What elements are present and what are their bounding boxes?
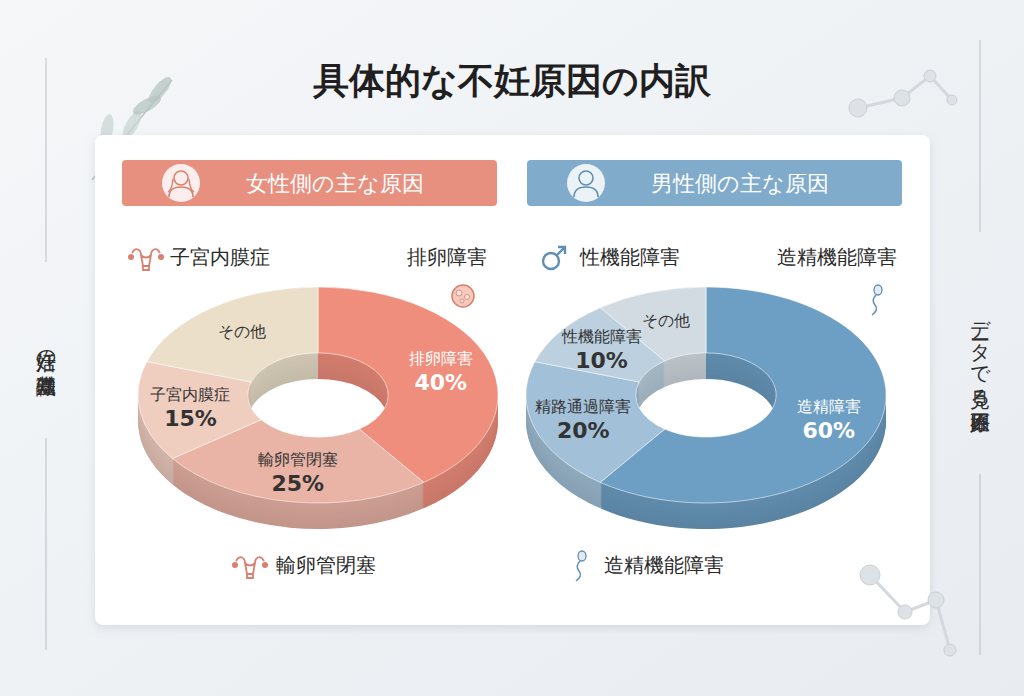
slice-labels: 排卵障害 40% 輸卵管閉塞 25% 子宮内膜症 15% その他 xyxy=(150,322,472,495)
molecule-atom xyxy=(944,644,956,656)
icon-ovary xyxy=(452,285,474,307)
annotation-icon xyxy=(543,247,565,269)
icon-sperm-head xyxy=(578,551,586,561)
slice-label: その他 xyxy=(218,322,266,341)
icon-body xyxy=(574,187,598,197)
side-rule xyxy=(46,58,47,262)
annotation: 排卵障害 xyxy=(407,245,487,269)
slice xyxy=(600,287,886,503)
annotation-icon xyxy=(128,249,164,270)
donut xyxy=(526,287,886,529)
background xyxy=(0,0,1024,696)
annotation: 性機能障害 xyxy=(579,245,680,269)
icon-hair xyxy=(168,179,194,192)
panel-header xyxy=(527,160,902,206)
slice xyxy=(147,287,318,382)
annotation-icon xyxy=(872,285,882,315)
icon-follicle xyxy=(465,295,470,300)
molecule-atom xyxy=(894,90,910,106)
data-label: 20% xyxy=(557,418,610,443)
icon-follicle xyxy=(456,290,462,296)
leaf xyxy=(145,74,175,106)
panel-header-icon-bg xyxy=(567,164,605,202)
molecule-bottom xyxy=(860,565,956,656)
slice-label: その他 xyxy=(642,311,690,330)
plot-area xyxy=(138,287,498,529)
molecule-atom xyxy=(947,95,957,105)
slice-label: 輸卵管閉塞 xyxy=(258,450,338,469)
data-label: 25% xyxy=(271,471,324,496)
slice xyxy=(526,362,665,483)
chart: 男性側の主な原因造精障害60%精路通過障害20%性機能障害10%その他性機能障害… xyxy=(526,160,902,581)
icon-head xyxy=(174,171,188,185)
molecule-top xyxy=(849,70,957,117)
panel-icon xyxy=(574,171,598,197)
donut xyxy=(138,287,498,529)
panel-title: 男性側の主な原因 xyxy=(651,171,829,196)
annotation: 造精機能障害 xyxy=(604,553,724,577)
icon-male-arrow xyxy=(557,247,565,255)
data-label: 60% xyxy=(802,418,855,443)
side-rule xyxy=(980,474,981,655)
icon-sperm-head xyxy=(874,285,882,295)
molecule-atom xyxy=(928,592,944,608)
molecule-atom xyxy=(849,99,867,117)
panel-header-icon-bg xyxy=(162,164,200,202)
side-rule xyxy=(980,40,981,232)
infographic: 具体的な不妊原因の内訳妊活の基礎知識 データで見る不妊原因 女性側の主な原因排卵障害… xyxy=(0,0,1024,696)
data-label: 15% xyxy=(164,406,217,431)
slice-label: 精路通過障害 xyxy=(535,397,631,416)
slice-label: 性機能障害 xyxy=(561,327,642,346)
annotation-icon xyxy=(232,557,268,578)
slice-labels: 造精障害 60% 精路通過障害 20% 性機能障害 10% その他 xyxy=(535,311,861,443)
side-note: データで見る不妊原因 xyxy=(968,306,992,433)
icon-ovary xyxy=(128,254,134,260)
card xyxy=(95,135,930,625)
molecule-atom xyxy=(924,70,936,82)
icon-uterus xyxy=(236,557,264,578)
icon-sperm-tail xyxy=(872,295,876,315)
icon-uterus xyxy=(132,249,160,270)
icon-sperm-tail xyxy=(576,561,580,581)
icon-ovary xyxy=(262,562,268,568)
data-label: 10% xyxy=(575,348,628,373)
annotation: 子宮内膜症 xyxy=(170,245,270,269)
icon-male-ring xyxy=(543,253,559,269)
data-label: 40% xyxy=(414,370,467,395)
icon-follicle xyxy=(460,299,464,303)
side-rule xyxy=(46,438,47,650)
side-note: 妊活の基礎知識 xyxy=(34,337,58,397)
annotation-icon xyxy=(576,551,586,581)
panel-icon xyxy=(168,171,194,197)
slice-label: 造精障害 xyxy=(797,397,861,416)
chart: 女性側の主な原因排卵障害40%輸卵管閉塞25%子宮内膜症15%その他子宮内膜症排… xyxy=(122,160,498,578)
plot-area xyxy=(526,287,886,529)
panel-header xyxy=(122,160,497,206)
annotation-icon xyxy=(452,285,474,307)
icon-head xyxy=(579,171,593,185)
slice-label: 子宮内膜症 xyxy=(150,385,230,404)
panel-title: 女性側の主な原因 xyxy=(246,171,424,196)
molecule-atom xyxy=(898,605,912,619)
annotation: 輸卵管閉塞 xyxy=(276,553,376,577)
icon-ovary xyxy=(232,562,238,568)
icon-body xyxy=(169,187,193,197)
title: 具体的な不妊原因の内訳 xyxy=(312,60,712,101)
annotation: 造精機能障害 xyxy=(777,245,897,269)
slice-label: 排卵障害 xyxy=(409,349,473,368)
molecule-atom xyxy=(860,565,880,585)
icon-ovary xyxy=(158,254,164,260)
